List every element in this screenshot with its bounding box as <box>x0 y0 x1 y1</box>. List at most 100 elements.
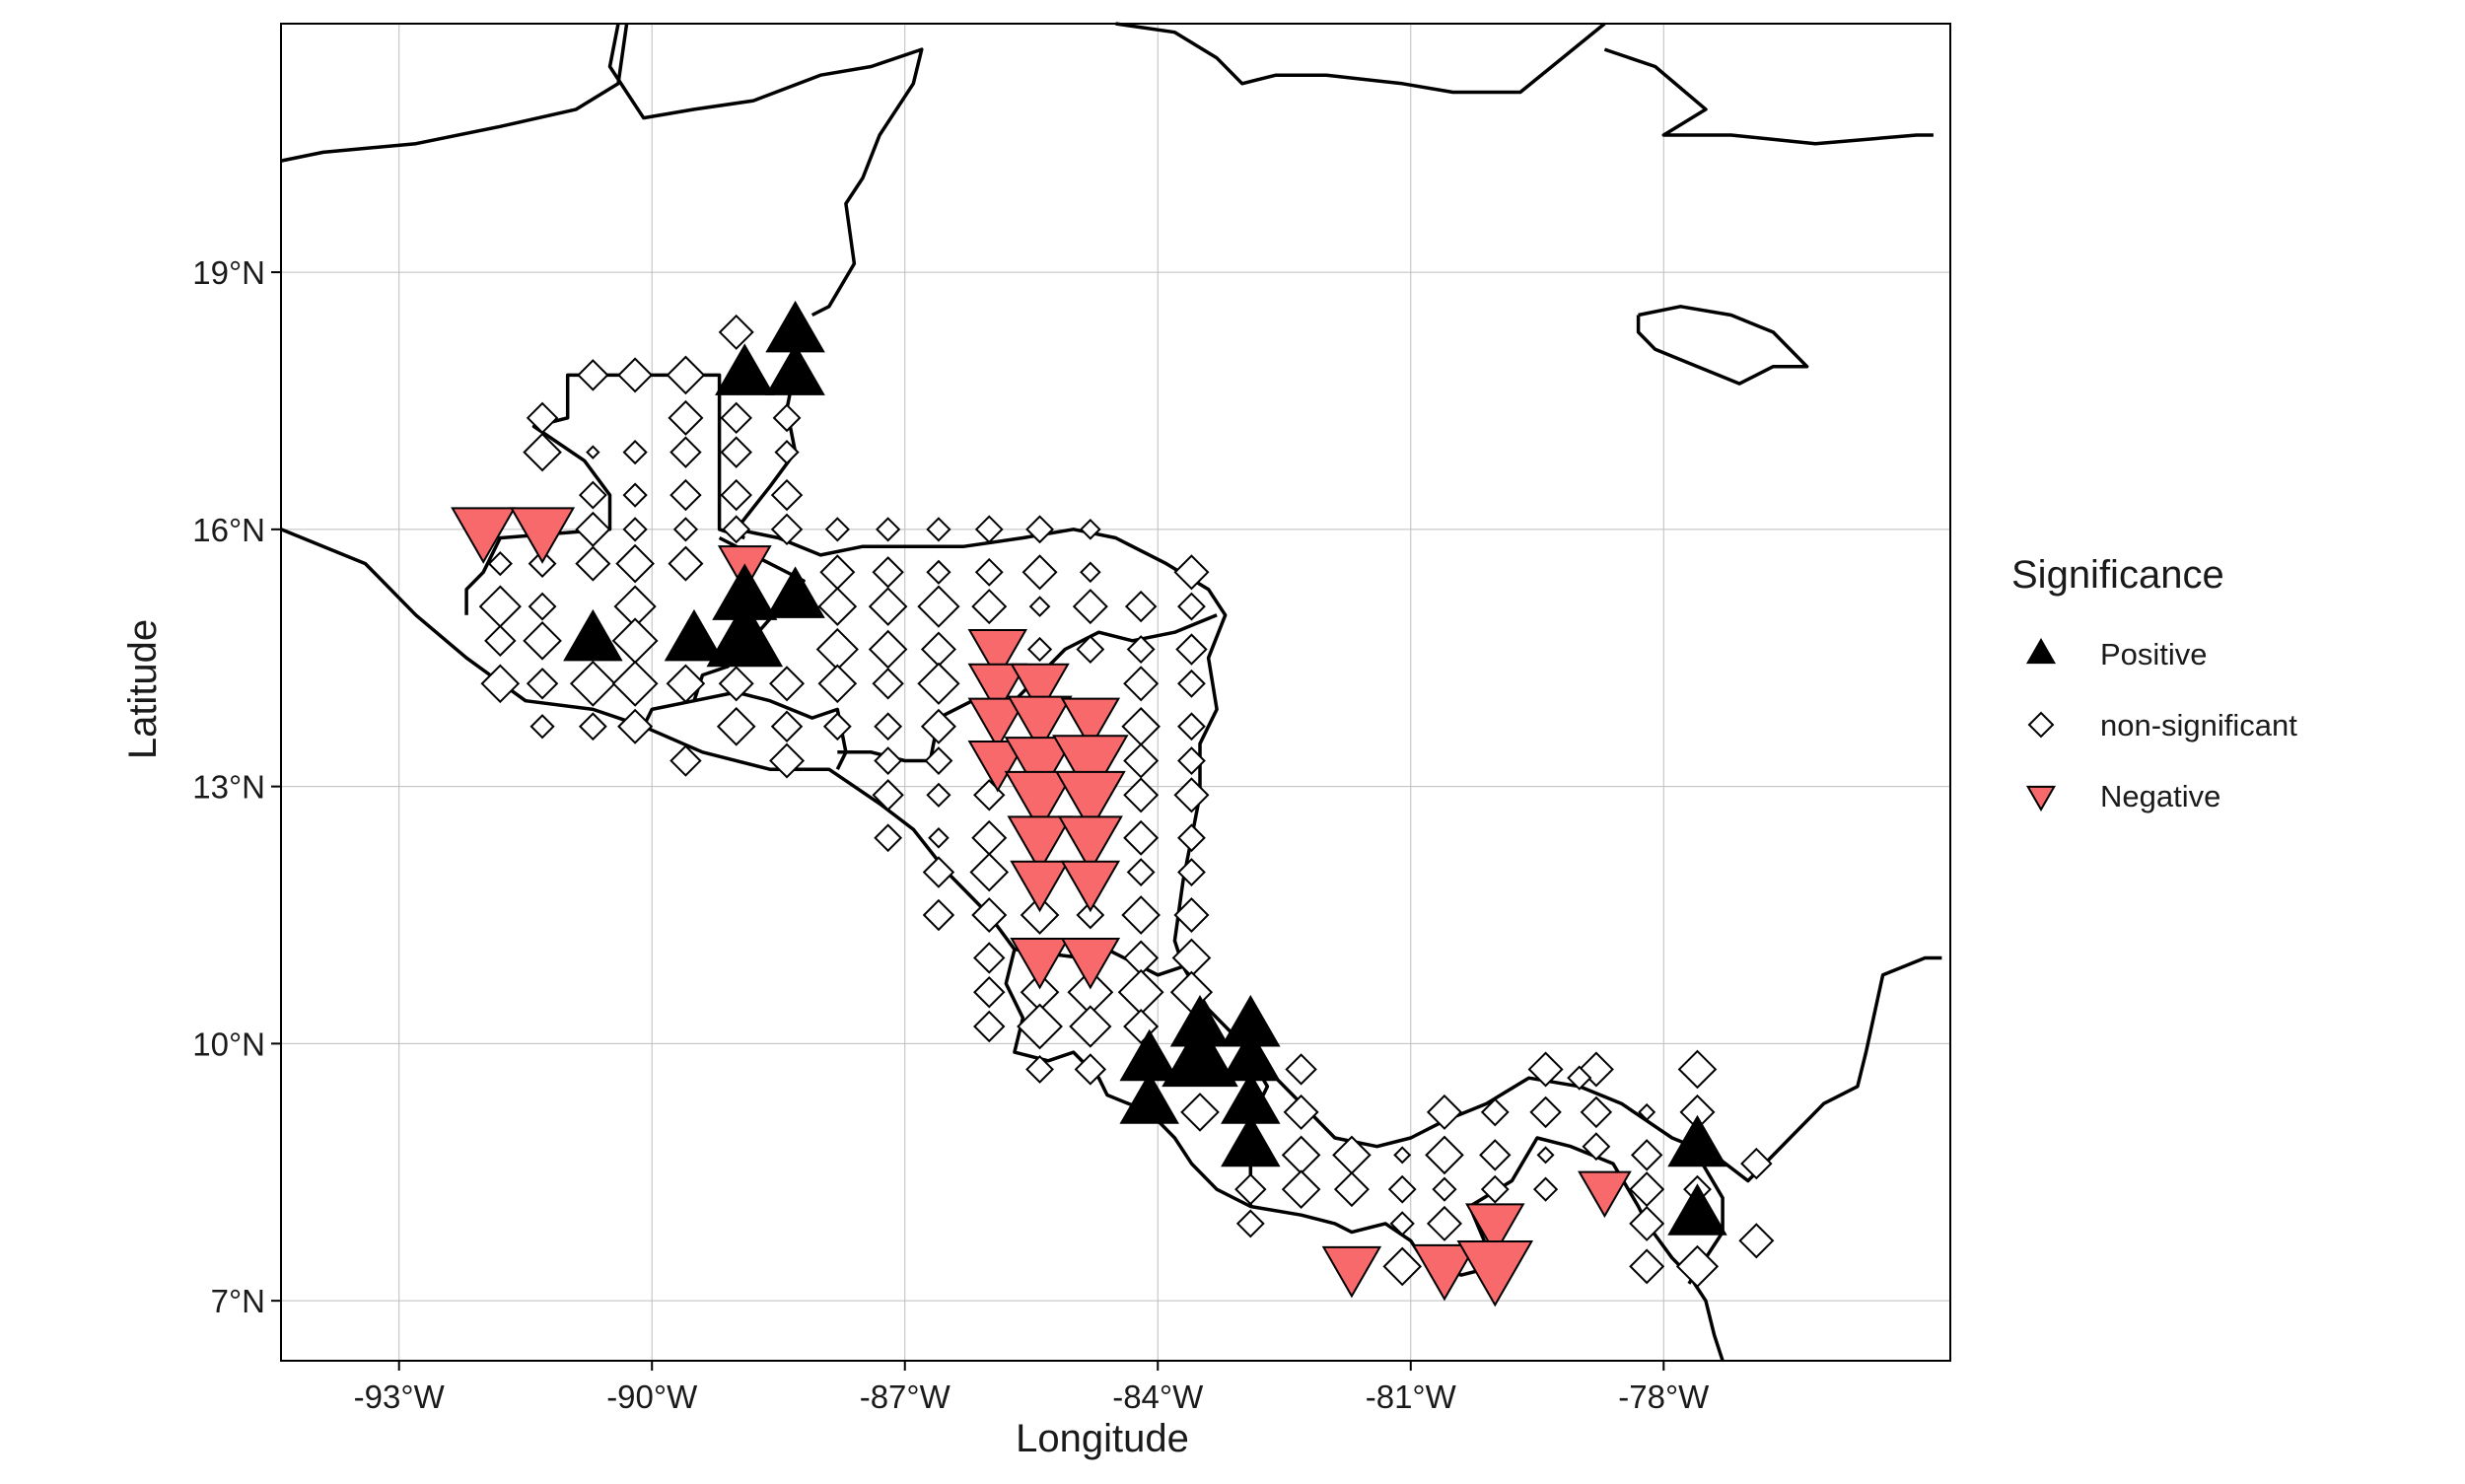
nonsignificant-marker <box>815 627 859 671</box>
nonsignificant-marker <box>973 942 1006 974</box>
y-axis-title: Latitude <box>121 619 165 759</box>
coastline <box>1636 305 1809 386</box>
positive-marker <box>563 608 623 662</box>
nonsignificant-marker <box>529 714 555 740</box>
negative-marker <box>1054 770 1126 833</box>
nonsignificant-marker <box>569 660 616 707</box>
x-tick-label: -90°W <box>606 1378 698 1415</box>
nonsignificant-marker <box>973 1010 1006 1043</box>
nonsignificant-marker <box>718 314 754 350</box>
coastline <box>1603 47 1934 146</box>
nonsignificant-marker <box>874 712 903 742</box>
negative-marker <box>451 507 517 564</box>
nonsignificant-marker <box>1177 592 1206 621</box>
nonsignificant-marker <box>1630 1139 1663 1171</box>
legend-label: Negative <box>2100 779 2220 813</box>
negative-marker <box>1060 937 1121 990</box>
nonsignificant-marker <box>611 617 659 665</box>
nonsignificant-marker <box>575 545 611 582</box>
nonsignificant-marker <box>1333 1171 1370 1208</box>
nonsignificant-marker <box>974 557 1004 587</box>
negative-marker <box>967 697 1028 750</box>
positive-marker <box>1221 1114 1281 1167</box>
nonsignificant-marker <box>1123 666 1160 702</box>
nonsignificant-marker <box>920 631 956 668</box>
nonsignificant-marker <box>720 436 752 468</box>
nonsignificant-marker <box>722 515 751 544</box>
nonsignificant-marker <box>868 629 908 670</box>
positive-marker <box>706 600 784 668</box>
nonsignificant-marker <box>817 587 858 626</box>
nonsignificant-marker <box>617 708 654 744</box>
nonsignificant-marker <box>1180 1093 1220 1132</box>
nonsignificant-marker <box>969 852 1010 892</box>
coastlines <box>280 22 1942 1362</box>
nonsignificant-marker <box>817 664 858 704</box>
nonsignificant-marker <box>575 511 611 547</box>
negative-marker <box>1465 1203 1525 1255</box>
nonsignificant-marker <box>770 513 804 546</box>
nonsignificant-marker <box>926 517 951 542</box>
nonsignificant-marker <box>1121 895 1161 935</box>
negative-marker <box>1007 815 1073 873</box>
nonsignificant-marker <box>1123 742 1160 779</box>
nonsignificant-marker <box>1076 900 1105 930</box>
nonsignificant-marker <box>1638 1102 1656 1121</box>
nonsignificant-marker <box>668 545 704 582</box>
positive-marker <box>1119 1072 1179 1124</box>
nonsignificant-marker <box>484 624 517 658</box>
negative-marker <box>1411 1243 1478 1302</box>
nonsignificant-marker <box>1072 589 1108 625</box>
coastline <box>607 23 924 318</box>
nonsignificant-marker <box>578 712 607 742</box>
nonsignificant-marker <box>577 359 609 391</box>
nonsignificant-marker <box>868 587 908 626</box>
panel-border <box>280 23 1951 1362</box>
nonsignificant-marker <box>1536 1146 1555 1165</box>
legend-key-triangle-up <box>2025 637 2057 665</box>
nonsignificant-marker <box>622 517 648 542</box>
coastline <box>1115 22 1606 95</box>
nonsignificant-marker <box>1582 1132 1611 1162</box>
nonsignificant-marker <box>1480 1174 1510 1204</box>
nonsignificant-marker <box>769 666 806 702</box>
nonsignificant-marker <box>1025 1055 1054 1084</box>
nonsignificant-marker <box>1580 1095 1613 1129</box>
nonsignificant-marker <box>1389 1211 1415 1237</box>
nonsignificant-marker <box>917 662 960 705</box>
nonsignificant-marker <box>1480 1097 1510 1127</box>
x-tick-label: -93°W <box>354 1378 446 1415</box>
nonsignificant-marker <box>920 708 956 744</box>
positive-marker <box>712 563 778 620</box>
nonsignificant-marker <box>523 432 562 472</box>
negative-marker <box>1321 1245 1382 1299</box>
nonsignificant-marker <box>526 668 559 700</box>
y-tick-label: 13°N <box>192 769 265 806</box>
nonsignificant-marker <box>1020 895 1060 935</box>
positive-marker <box>715 343 775 395</box>
nonsignificant-marker <box>1126 635 1156 664</box>
nonsignificant-marker <box>1740 1147 1773 1180</box>
nonsignificant-marker <box>668 399 704 436</box>
nonsignificant-marker <box>1080 561 1101 584</box>
nonsignificant-marker <box>1567 1065 1592 1091</box>
nonsignificant-marker <box>1177 746 1206 775</box>
nonsignificant-marker <box>669 436 702 468</box>
nonsignificant-marker <box>924 746 953 775</box>
y-axis-ticks: 7°N 10°N 13°N 16°N 19°N <box>192 254 281 1319</box>
positive-marker <box>1667 1183 1727 1236</box>
nonsignificant-marker <box>1076 635 1105 664</box>
nonsignificant-marker <box>1235 1209 1265 1238</box>
nonsignificant-marker <box>1629 1248 1665 1285</box>
coastline <box>693 690 848 770</box>
coastline <box>734 322 1942 1183</box>
legend-items: Positive non-significant Negative <box>2025 637 2297 813</box>
nonsignificant-marker <box>770 710 804 742</box>
negative-marker <box>1010 937 1070 990</box>
nonsignificant-marker <box>928 826 950 849</box>
nonsignificant-marker <box>1234 1172 1267 1206</box>
nonsignificant-marker <box>1028 596 1051 617</box>
nonsignificant-marker <box>1017 1003 1063 1050</box>
nonsignificant-marker <box>1285 1053 1317 1086</box>
